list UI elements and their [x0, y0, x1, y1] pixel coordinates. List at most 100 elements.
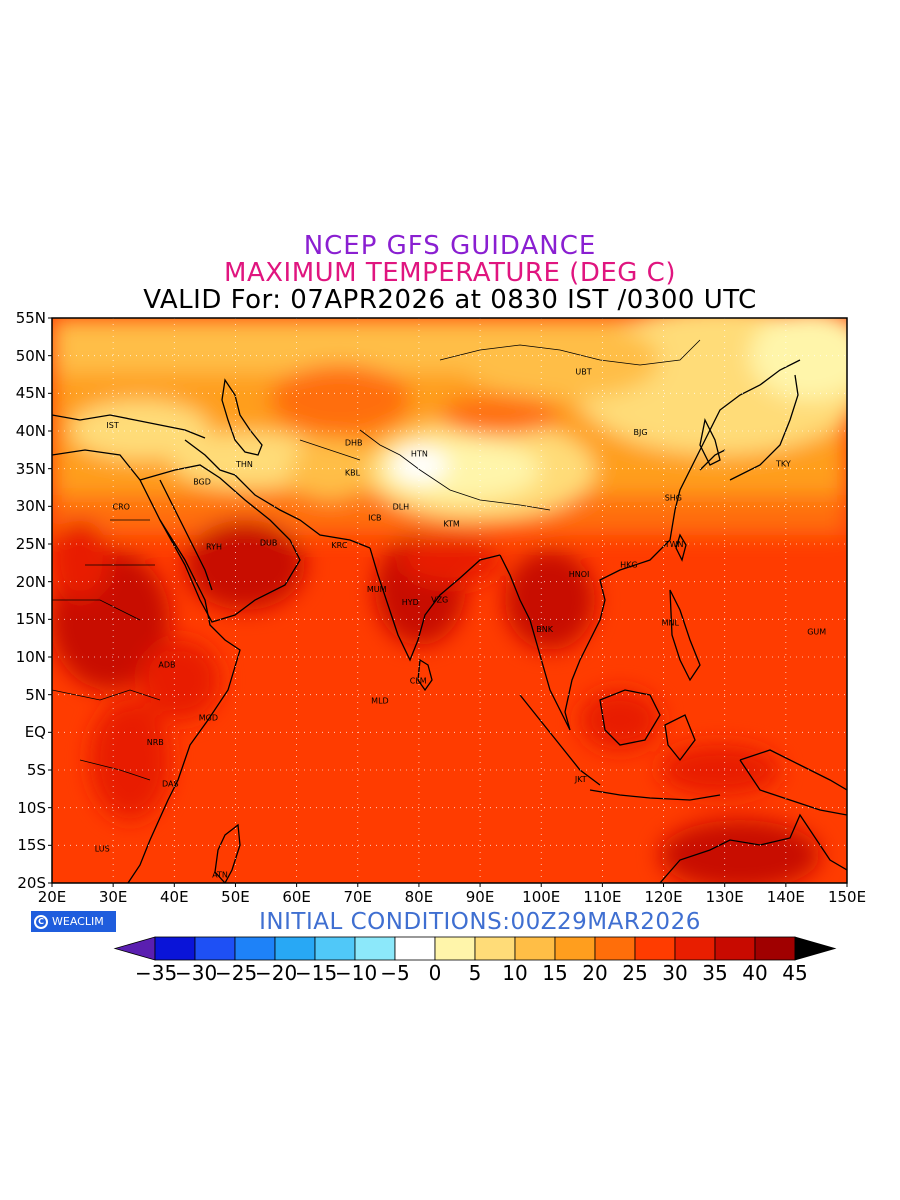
station-label: RYH — [206, 542, 222, 551]
station-label: GUM — [807, 627, 826, 636]
lat-label: 20N — [15, 572, 46, 591]
colorbar-label: 25 — [622, 961, 648, 985]
station-label: IST — [106, 421, 118, 430]
station-label: KTM — [443, 520, 460, 529]
station-label: CRO — [112, 502, 129, 511]
station-label: HNOI — [569, 570, 590, 579]
logo-text: WEACLIM — [52, 915, 104, 928]
lon-label: 120E — [644, 888, 683, 906]
lon-label: 150E — [827, 888, 867, 906]
station-label: TWN — [664, 540, 684, 549]
colorbar-label: −10 — [335, 961, 378, 985]
colorbar-label: −30 — [175, 961, 218, 985]
axis-ticks — [48, 317, 848, 887]
station-label: HTN — [411, 450, 428, 459]
colorbar-label: 35 — [702, 961, 728, 985]
lat-label: EQ — [24, 723, 46, 742]
country-borders — [52, 339, 701, 781]
colorbar-label: 5 — [468, 961, 482, 985]
lon-label: 30E — [98, 888, 128, 906]
lon-label: 80E — [404, 888, 434, 906]
temperature-field — [52, 318, 847, 883]
colorbar-label: 40 — [742, 961, 768, 985]
station-label: BNK — [536, 625, 553, 634]
station-label: VZG — [431, 596, 448, 605]
copyright-circle-icon: C — [34, 914, 48, 929]
station-label: UBT — [575, 367, 591, 376]
lon-label: 20E — [37, 888, 67, 906]
lat-label: 15N — [15, 610, 46, 629]
station-label: MLD — [371, 697, 389, 706]
title-model: NCEP GFS GUIDANCE — [303, 231, 597, 261]
colorbar-label: 0 — [428, 961, 442, 985]
lat-label: 40N — [15, 422, 46, 440]
initial-conditions: INITIAL CONDITIONS:00Z29MAR2026 — [259, 909, 701, 935]
title-valid-time: VALID For: 07APR2026 at 0830 IST /0300 U… — [143, 285, 757, 315]
colorbar-swatch — [194, 936, 236, 961]
station-label: NRB — [147, 738, 164, 747]
lon-label: 130E — [705, 888, 744, 906]
lat-label: 35N — [15, 459, 46, 478]
colorbar-swatch — [234, 936, 276, 961]
station-label: DLH — [393, 502, 410, 511]
station-label: KBL — [345, 468, 361, 477]
lat-label: 5S — [26, 761, 46, 779]
lon-label: 50E — [221, 888, 250, 906]
colorbar-min-arrow — [113, 936, 156, 961]
colorbar-label: −25 — [215, 961, 258, 985]
colorbar-swatch — [434, 936, 476, 961]
colorbar-label: −20 — [255, 961, 298, 985]
lon-label: 140E — [766, 888, 805, 906]
station-label: BJG — [634, 428, 648, 437]
lat-label: 50N — [15, 346, 46, 365]
colorbar-label: 10 — [502, 961, 528, 985]
lat-label: 45N — [15, 384, 46, 403]
lat-label: 30N — [15, 497, 46, 516]
station-label: BGD — [193, 477, 211, 486]
lat-label: 10N — [15, 648, 46, 666]
colorbar-swatch — [314, 936, 356, 961]
colorbar-label: 30 — [662, 961, 688, 985]
station-label: MNL — [662, 618, 680, 627]
colorbar-swatch — [634, 936, 676, 961]
station-label: HYD — [402, 598, 419, 607]
lon-label: 40E — [160, 888, 189, 906]
station-label: SHG — [665, 493, 682, 502]
plot-frame — [51, 317, 848, 884]
station-labels: IST THN BGD CRO RYH DUB DHB KBL HTN ICB KRC DLH KTM M… — [95, 367, 826, 879]
colorbar-swatch — [474, 936, 516, 961]
station-label: DHB — [345, 438, 363, 447]
colorbar-swatch — [274, 936, 316, 961]
station-label: MUM — [367, 585, 387, 594]
colorbar-label: 20 — [582, 961, 608, 985]
station-label: DUB — [260, 538, 278, 547]
lat-lon-gridlines — [52, 318, 847, 883]
station-label: KRC — [331, 541, 347, 550]
colorbar-swatch — [154, 936, 196, 961]
lat-label: 15S — [17, 836, 46, 855]
station-label: DAS — [162, 780, 179, 789]
station-label: ATN — [212, 871, 228, 880]
lat-label: 55N — [15, 309, 46, 327]
station-label: TKY — [775, 459, 791, 468]
colorbar-label: −35 — [135, 961, 178, 985]
colorbar-max-arrow — [794, 936, 837, 961]
station-label: ICB — [368, 514, 381, 523]
lat-label: 25N — [15, 535, 46, 553]
lat-label: 5N — [25, 685, 46, 704]
lon-label: 70E — [343, 888, 373, 906]
lat-label: 10S — [17, 798, 46, 817]
colorbar-label: −5 — [380, 961, 410, 985]
colorbar — [113, 936, 837, 961]
station-label: THN — [235, 460, 253, 469]
colorbar-label: −15 — [295, 961, 338, 985]
colorbar-swatch — [594, 936, 636, 961]
colorbar-swatch — [394, 936, 436, 961]
colorbar-label: 15 — [542, 961, 568, 985]
lon-label: 90E — [465, 888, 495, 906]
station-label: MGD — [199, 713, 218, 722]
station-label: LUS — [95, 844, 110, 853]
lat-label: 20S — [17, 874, 46, 892]
lon-label: 60E — [282, 888, 311, 906]
station-label: HKG — [620, 560, 637, 569]
